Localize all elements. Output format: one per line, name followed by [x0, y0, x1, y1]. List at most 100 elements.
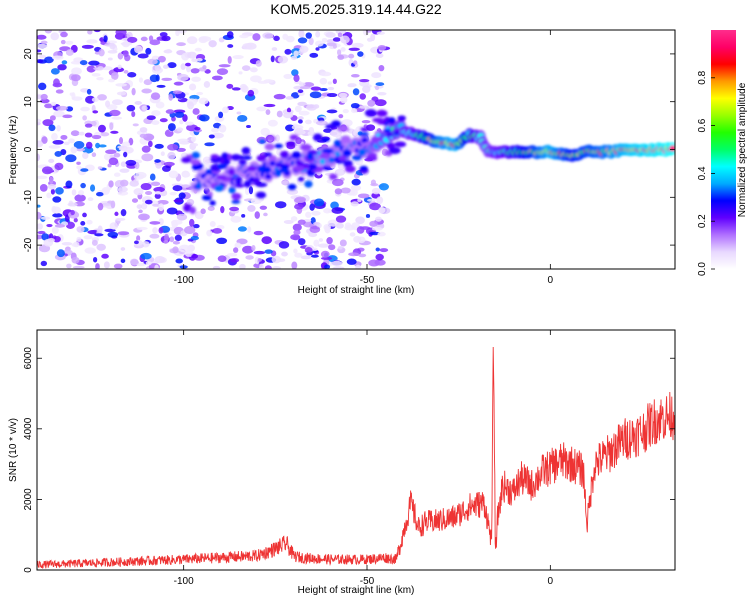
noise-blob	[70, 146, 78, 154]
noise-blob	[338, 114, 344, 119]
colorbar-tick-label: 0.6	[697, 118, 708, 132]
noise-blob	[262, 32, 274, 39]
ridge-fragment	[358, 148, 367, 157]
noise-blob	[103, 35, 108, 43]
noise-blob	[241, 65, 251, 71]
colorbar-ticks: 0.0 0.2 0.4 0.6 0.8	[697, 70, 715, 276]
noise-blob	[154, 64, 161, 72]
noise-blob	[98, 48, 105, 57]
noise-blob	[375, 253, 384, 261]
noise-blob	[320, 256, 333, 260]
noise-blob	[113, 172, 121, 177]
noise-blob	[129, 180, 139, 187]
noise-blob	[136, 235, 141, 242]
noise-blob	[208, 40, 217, 48]
ridge-fragment	[341, 135, 351, 144]
noise-blob	[358, 253, 367, 258]
colorbar-label: Normalized spectral amplitude	[737, 82, 748, 217]
noise-blob	[216, 68, 229, 75]
noise-blob	[111, 72, 119, 79]
noise-blob	[71, 96, 83, 101]
noise-blob	[378, 183, 389, 191]
noise-blob	[227, 44, 234, 48]
noise-blob	[337, 161, 345, 170]
noise-blob	[324, 225, 331, 234]
noise-blob	[96, 192, 104, 197]
noise-blob	[187, 51, 197, 59]
noise-blob	[321, 37, 328, 43]
noise-blob	[190, 235, 199, 241]
noise-blob	[375, 53, 384, 59]
noise-blob	[132, 123, 139, 127]
noise-blob	[190, 68, 200, 74]
ridge-core	[264, 173, 272, 180]
noise-blob	[155, 162, 162, 169]
ridge-fragment	[221, 152, 229, 160]
noise-blob	[37, 118, 42, 123]
noise-blob	[70, 74, 81, 82]
noise-blob	[297, 37, 308, 44]
noise-blob	[350, 73, 360, 78]
noise-blob	[376, 31, 385, 35]
noise-blob	[91, 97, 99, 103]
ridge-fragment	[292, 165, 305, 172]
noise-blob	[87, 197, 94, 202]
ridge-fragment	[241, 147, 251, 155]
noise-blob	[48, 145, 61, 149]
noise-blob	[78, 189, 85, 196]
noise-blob	[332, 37, 341, 42]
noise-blob	[206, 229, 213, 237]
noise-blob	[327, 255, 338, 263]
noise-blob	[70, 209, 75, 216]
noise-blob	[378, 206, 386, 214]
noise-blob	[46, 192, 52, 199]
noise-blob	[44, 56, 54, 64]
noise-blob	[104, 228, 116, 233]
noise-blob	[179, 141, 190, 145]
noise-blob	[52, 213, 63, 218]
noise-blob	[84, 132, 93, 138]
noise-blob	[157, 55, 166, 63]
snr-xtick-label: 0	[548, 576, 554, 587]
snr-ytick-label: 4000	[23, 417, 34, 440]
noise-blob	[199, 114, 210, 122]
noise-blob	[309, 91, 322, 99]
noise-blob	[192, 108, 200, 115]
noise-blob	[237, 226, 247, 232]
noise-blob	[48, 124, 56, 132]
noise-blob	[162, 165, 171, 172]
noise-blob	[297, 89, 304, 94]
noise-blob	[151, 120, 160, 126]
noise-blob	[299, 85, 311, 90]
noise-blob	[350, 108, 358, 114]
noise-blob	[117, 145, 125, 149]
ridge-fragment	[258, 139, 267, 144]
noise-blob	[281, 251, 288, 257]
noise-blob	[217, 255, 227, 262]
noise-blob	[37, 49, 42, 53]
ridge-fragment	[264, 143, 275, 151]
noise-blob	[79, 60, 88, 66]
noise-blob	[239, 83, 248, 91]
noise-blob	[180, 63, 186, 70]
noise-blob	[366, 198, 376, 202]
noise-blob	[233, 247, 239, 253]
noise-blob	[96, 77, 104, 81]
noise-blob	[148, 35, 154, 42]
noise-blob	[253, 230, 264, 236]
noise-blob	[40, 260, 48, 267]
ridge-fragment	[321, 165, 331, 171]
ridge-fragment	[376, 109, 388, 117]
ridge-core	[328, 156, 336, 163]
noise-blob	[179, 119, 184, 125]
noise-blob	[76, 226, 85, 233]
noise-blob	[103, 261, 110, 269]
noise-blob	[82, 115, 87, 121]
noise-blob	[169, 191, 177, 196]
noise-blob	[297, 238, 306, 246]
noise-blob	[316, 120, 328, 126]
noise-blob	[47, 183, 57, 190]
ridge-fragment	[279, 168, 290, 174]
ridge-fragment	[337, 125, 350, 132]
ridge-fragment	[393, 130, 400, 136]
